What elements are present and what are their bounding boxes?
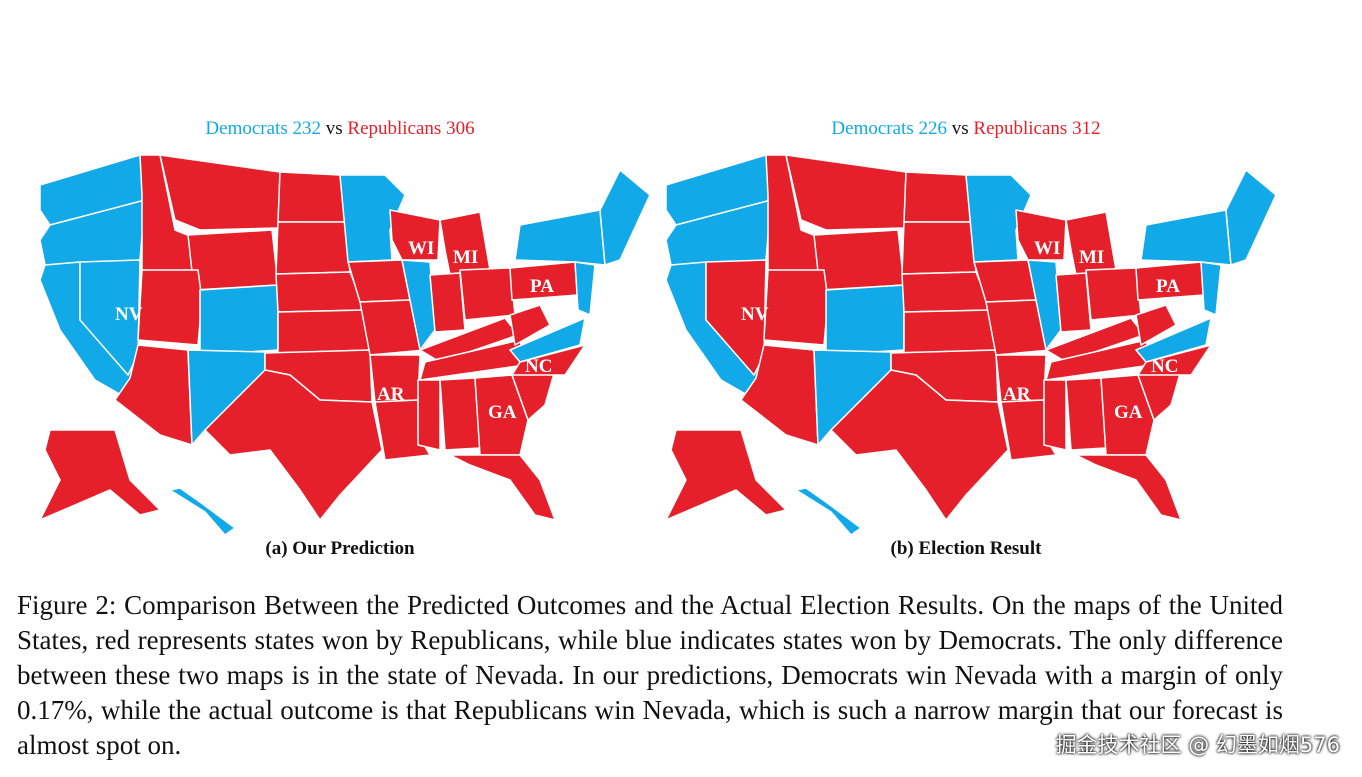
state-label: GA [1114,402,1143,423]
vs-label: vs [951,118,969,139]
republicans-label: Republicans [973,118,1068,139]
state-label: PA [1156,276,1180,297]
subcaption-a: (a) Our Prediction [265,538,415,559]
state-ks [903,309,997,354]
state-ny [514,209,606,266]
panel-our-prediction: Democrats 232 vs Republicans 306 NV WI MI P… [20,110,660,570]
state-ak [665,429,787,521]
map-title: Democrats 226 vs Republicans 312 [646,118,1286,140]
democrats-votes: 232 [292,118,321,139]
state-ut [763,269,829,346]
figure-caption: Figure 2: Comparison Between the Predict… [17,590,1283,760]
state-oh [1085,267,1142,321]
state-mt [159,154,281,231]
vs-label: vs [325,118,343,139]
state-tx [830,369,1009,521]
republicans-votes: 312 [1072,118,1101,139]
state-hi [169,487,236,536]
state-sd [901,221,977,275]
democrats-votes: 226 [918,118,947,139]
state-ak [39,429,161,521]
state-ga [474,374,529,456]
state-nj-md [574,261,596,316]
state-ms [417,379,441,451]
state-wv [509,304,551,346]
state-al [439,377,481,451]
state-ny [1140,209,1232,266]
state-ne [275,271,366,313]
state-va [509,317,586,363]
us-map-prediction: NV WI MI PA NC AR GA [39,154,651,536]
state-co [199,284,279,356]
state-wy [187,229,279,291]
state-label: MI [453,247,478,268]
state-co [825,284,905,356]
state-nd [903,171,972,223]
state-il [401,259,436,351]
state-ne-us [1225,169,1277,266]
state-wi [1015,209,1067,261]
state-fl [1075,454,1182,521]
state-in [1055,272,1092,333]
state-label: NV [115,304,143,325]
republicans-label: Republicans [347,118,442,139]
map-title: Democrats 232 vs Republicans 306 [20,118,660,140]
state-wi [389,209,441,261]
state-ut [137,269,203,346]
watermark: 掘金技术社区 @ 幻墨如烟576 [1055,733,1340,757]
state-ms [1043,379,1067,451]
state-hi [795,487,862,536]
state-label: NV [741,304,769,325]
state-sd [275,221,351,275]
state-ne [901,271,992,313]
state-il [1027,259,1062,351]
state-label: NC [525,356,552,377]
state-al [1065,377,1107,451]
republicans-votes: 306 [446,118,475,139]
state-label: NC [1151,356,1178,377]
state-va [1135,317,1212,363]
state-label: PA [530,276,554,297]
state-label: MI [1079,247,1104,268]
state-wv [1135,304,1177,346]
state-mt [785,154,907,231]
state-ga [1100,374,1155,456]
state-ne-us [599,169,651,266]
democrats-label: Democrats [831,118,914,139]
state-label: WI [1034,238,1060,259]
state-nc [1137,344,1212,376]
state-label: WI [408,238,434,259]
state-label: AR [377,384,405,405]
democrats-label: Democrats [205,118,288,139]
state-nj-md [1200,261,1222,316]
us-map-result: NV WI MI PA NC AR GA [665,154,1277,536]
state-oh [459,267,516,321]
panel-election-result: Democrats 226 vs Republicans 312 NV WI MI P… [646,110,1286,570]
state-fl [449,454,556,521]
state-wy [813,229,905,291]
state-tx [204,369,383,521]
state-label: AR [1003,384,1031,405]
state-label: GA [488,402,517,423]
state-nd [277,171,346,223]
state-nc [511,344,586,376]
state-ks [277,309,371,354]
state-in [429,272,466,333]
subcaption-b: (b) Election Result [890,538,1042,559]
